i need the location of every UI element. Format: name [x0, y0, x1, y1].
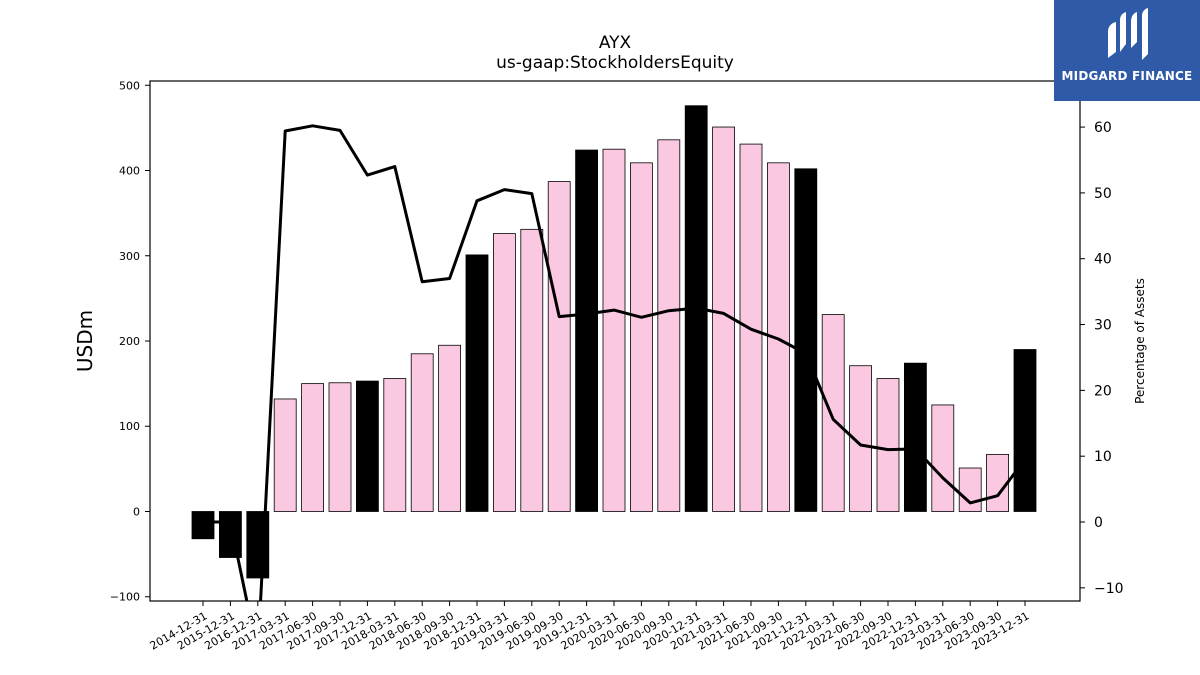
chart-title: AYX [599, 33, 632, 53]
bar [492, 233, 516, 512]
bar [410, 353, 434, 512]
bar [767, 162, 790, 512]
bar [1013, 349, 1037, 512]
y-tick-label: 300 [119, 250, 140, 263]
bar [849, 365, 872, 512]
bar [958, 467, 982, 512]
y-right-tick-label: 0 [1094, 515, 1103, 531]
bar [465, 254, 489, 512]
bar [986, 453, 1009, 512]
bar [821, 314, 845, 512]
bar [794, 168, 818, 512]
y-right-tick-label: 30 [1094, 318, 1112, 334]
percentage-line [203, 124, 1027, 601]
y-tick-label: −100 [110, 591, 140, 604]
bar [931, 404, 955, 512]
chart-subtitle: us-gaap:StockholdersEquity [496, 53, 734, 73]
y-axis-label-right: Percentage of Assets [1133, 278, 1147, 404]
bar [191, 511, 215, 540]
bar [355, 380, 379, 512]
y-right-tick-label: 10 [1094, 449, 1112, 465]
y-tick-label: 0 [133, 505, 140, 518]
bar [876, 378, 900, 512]
y-right-tick-label: 60 [1094, 120, 1112, 136]
x-axis: 2014-12-312015-12-312016-12-312017-03-31… [148, 601, 1032, 653]
bar [904, 362, 927, 512]
bar [602, 148, 626, 512]
brand-mark-icon [1108, 8, 1148, 60]
bar [547, 181, 571, 512]
y-tick-label: 100 [119, 420, 140, 433]
bar [383, 378, 407, 512]
bar [657, 139, 681, 512]
bar [438, 344, 462, 512]
bar [218, 511, 242, 558]
right-axis: −10 0 10 20 30 40 50 60 [1080, 120, 1124, 597]
bar-series [191, 105, 1037, 579]
y-tick-label: 200 [119, 335, 140, 348]
bar [301, 383, 325, 512]
y-tick-label: 400 [119, 165, 140, 178]
bar [630, 162, 653, 512]
y-right-tick-label: 40 [1094, 252, 1112, 268]
y-right-tick-label: −10 [1094, 581, 1124, 597]
y-right-tick-label: 50 [1094, 186, 1112, 202]
bar [520, 228, 544, 512]
y-tick-label: 500 [119, 79, 140, 92]
percentage-line-series [203, 124, 1027, 601]
bar [575, 149, 598, 512]
y-right-tick-label: 20 [1094, 383, 1112, 399]
brand-name: MIDGARD FINANCE [1061, 69, 1193, 83]
y-axis-label: USDm [73, 310, 97, 372]
left-axis: −100 0 100 200 300 400 500 [110, 79, 150, 604]
bar [328, 382, 352, 512]
brand-logo: MIDGARD FINANCE [1054, 0, 1200, 101]
bar [273, 398, 297, 512]
